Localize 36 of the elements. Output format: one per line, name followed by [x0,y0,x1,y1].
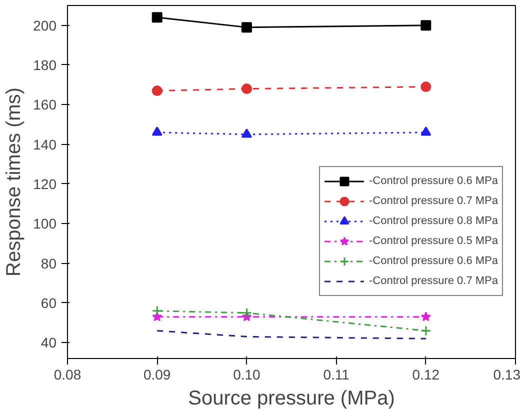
y-tick-label: 120 [33,176,57,192]
y-tick-label: 200 [33,17,57,34]
x-tick-label: 0.08 [54,366,82,382]
point [420,312,431,322]
point [152,126,162,136]
y-tick-label: 40 [40,334,57,351]
x-tick-label: 0.13 [493,366,521,382]
x-tick-label: 0.11 [323,366,350,382]
y-tick-label: 180 [33,56,57,73]
point [241,308,252,318]
point [241,84,252,94]
y-tick-label: 140 [33,136,57,152]
x-tick-label: 0.10 [233,366,261,382]
y-tick-label: 60 [40,294,57,311]
x-tick-label: 0.09 [143,366,171,382]
y-axis-title: Response times (ms) [3,88,26,276]
point [420,82,432,92]
legend-label: -Control pressure 0.6 MPa [369,255,498,267]
point [241,128,252,138]
point [241,22,252,33]
point [152,12,162,23]
point [420,325,432,336]
legend-label: -Control pressure 0.6 MPa [369,175,498,187]
x-tick-label: 0.12 [412,366,440,382]
legend-label: -Control pressure 0.7 MPa [369,195,498,207]
point [152,306,162,316]
legend-label: -Control pressure 0.7 MPa [369,275,498,287]
y-tick-label: 100 [33,216,57,232]
legend-label: -Control pressure 0.5 MPa [369,235,498,247]
point [152,86,162,96]
point [420,20,432,31]
legend-label: -Control pressure 0.8 MPa [369,215,498,227]
point [420,126,432,136]
x-axis-title: Source pressure (MPa) [188,388,395,410]
y-tick-label: 80 [40,255,57,272]
y-tick-label: 160 [33,96,57,113]
